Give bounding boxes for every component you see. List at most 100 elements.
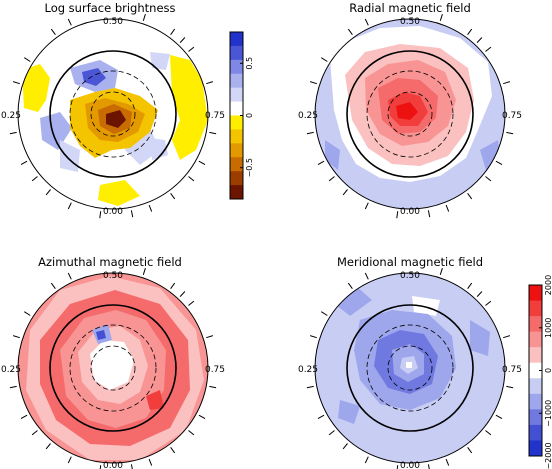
map-fill [315,273,505,463]
phase-tick [99,211,102,219]
colorbar-tick-label: −2000 [544,442,552,469]
phase-tick [347,282,353,289]
phase-tick [67,202,72,210]
phase-label-right: 0.75 [205,111,225,121]
colorbar-tick-label: 0 [245,113,254,118]
colorbar-swatch [529,409,542,426]
phase-tick [309,335,317,339]
colorbar-swatch [230,73,243,89]
phase-tick [485,46,492,52]
phase-label-top: 0.50 [400,17,420,27]
phase-tick [321,311,328,316]
colorbar-swatch [230,157,243,172]
panel-radial-field: Radial magnetic field 0.50 0.25 0.75 0.0… [298,1,522,219]
phase-tick [188,300,195,306]
phase-tick [170,193,176,200]
colorbar-tick-label: 2000 [544,275,552,295]
phase-tick [20,414,28,420]
colorbar-swatch [230,87,243,103]
phase-tick [396,465,399,469]
phase-tick [342,443,348,450]
phase-tick [467,28,473,35]
phase-tick [485,430,492,436]
phase-tick [45,443,51,450]
phase-tick [485,176,492,182]
phase-label-right: 0.75 [502,111,522,121]
phase-tick [503,81,511,85]
panel-log-surface-brightness: Log surface brightness 0.50 0.25 0.75 0.… [1,1,225,219]
phase-tick [24,311,31,316]
phase-label-bottom: 0.00 [400,461,420,469]
phase-label-right: 0.75 [502,365,522,375]
phase-tick [31,430,38,436]
phase-tick [306,385,314,389]
phase-tick [198,414,206,420]
panel-meridional-field: Meridional magnetic field 0.50 0.25 0.75… [298,255,522,469]
phase-tick [364,272,369,280]
phase-tick [342,189,348,196]
phase-tick [427,464,430,469]
colorbar-swatch [529,440,542,457]
colorbar-tick-label: −1000 [544,400,552,427]
colorbar-swatch [230,143,243,158]
phase-tick [476,291,483,297]
phase-ticks [306,267,514,469]
phase-tick [445,204,450,212]
colorbar-tick-label: 0 [544,368,552,373]
colorbar-tick-label: 1000 [544,318,552,338]
phase-tick [50,28,56,35]
colorbar-swatch [529,316,542,333]
phase-tick [142,267,146,275]
phase-tick [506,385,514,389]
phase-tick [99,465,102,469]
map-fill [315,19,505,209]
phase-tick [364,456,369,464]
phase-tick [67,18,72,26]
phase-tick [67,456,72,464]
phase-tick [179,291,186,297]
panel-title: Meridional magnetic field [337,255,483,269]
phase-tick [209,131,217,135]
phase-label-left: 0.25 [298,365,318,375]
colorbar-swatch [230,45,243,61]
phase-tick [328,430,335,436]
phase-label-bottom: 0.00 [103,461,123,469]
phase-tick [209,385,217,389]
phase-label-bottom: 0.00 [103,207,123,217]
colorbar-swatch [230,115,243,130]
phase-tick [148,204,153,212]
phase-tick [188,176,195,182]
phase-tick [45,189,51,196]
phase-ticks [306,13,514,219]
phase-tick [328,176,335,182]
phase-tick [20,160,28,166]
panel-title: Log surface brightness [44,1,175,15]
phase-label-left: 0.25 [1,365,21,375]
phase-tick [130,210,134,218]
phase-label-top: 0.50 [103,17,123,27]
phase-tick [503,335,511,339]
colorbar-tick-label: −0.5 [245,158,254,177]
panel-title: Azimuthal magnetic field [38,255,182,269]
colorbar-swatch [230,32,243,47]
phase-tick [347,28,353,35]
phase-label-top: 0.50 [103,271,123,281]
phase-tick [485,300,492,306]
phase-tick [206,335,214,339]
phase-ticks [9,267,217,469]
colorbar-swatch [529,300,542,317]
phase-tick [9,131,17,135]
colorbar-swatch [230,129,243,144]
map-fill [18,19,208,209]
panel-title: Radial magnetic field [349,1,471,15]
colorbar-swatch [529,347,542,364]
colorbar-swatch [230,101,243,116]
phase-label-right: 0.75 [205,365,225,375]
phase-tick [206,81,214,85]
phase-tick [321,57,328,62]
phase-tick [130,464,133,469]
phase-tick [396,211,399,219]
phase-tick [439,13,443,21]
phase-tick [198,160,206,166]
colorbar-swatch [230,185,243,200]
